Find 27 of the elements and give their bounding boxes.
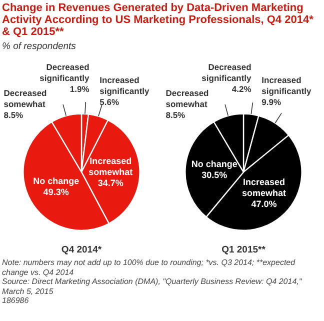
data-label: 47.0% [251, 198, 277, 209]
text: Note: numbers may not add up to 100% due to rounding; *vs. Q3 2014; **expected change vs. Q4 2014 [2, 258, 296, 278]
source-note: Source: Direct Marketing Association (DMA), "Quarterly Business Review: Q4 2014," March 5, 2015 [2, 277, 303, 296]
data-label: 34.7% [98, 178, 124, 188]
text: Q1 2015** [222, 244, 266, 256]
slice-label: Increased significantly [262, 75, 312, 96]
slice-label: No change [33, 176, 80, 186]
data-label: 4.2% [232, 84, 252, 94]
slice-label: Increased somewhat [88, 156, 133, 177]
chart-subtitle: % of respondents [2, 40, 77, 54]
data-label: 1.9% [70, 84, 90, 94]
slice-label: Increased significantly [100, 75, 150, 96]
text: Q4 2014* [61, 244, 102, 256]
data-label: 49.3% [43, 187, 69, 198]
data-label: 8.5% [4, 110, 24, 120]
text: 186986 [2, 296, 30, 306]
slice-label: Decreased somewhat [4, 88, 47, 110]
chart-title: Change in Revenues Generated by Data-Driven Marketing Activity According to US Marketing Professionals, Q4 2014* & Q1 2015** [2, 2, 314, 38]
slice-label: Decreased significantly [202, 62, 252, 84]
data-label: 30.5% [202, 170, 228, 180]
data-label: 5.6% [100, 97, 120, 108]
slice-label: Decreased significantly [40, 62, 90, 84]
slice-label: Decreased somewhat [166, 88, 209, 110]
slice-label: No change [191, 159, 238, 170]
data-label: 9.9% [262, 97, 282, 108]
data-label: 8.5% [166, 110, 186, 120]
slice-label: Increased somewhat [242, 176, 286, 198]
